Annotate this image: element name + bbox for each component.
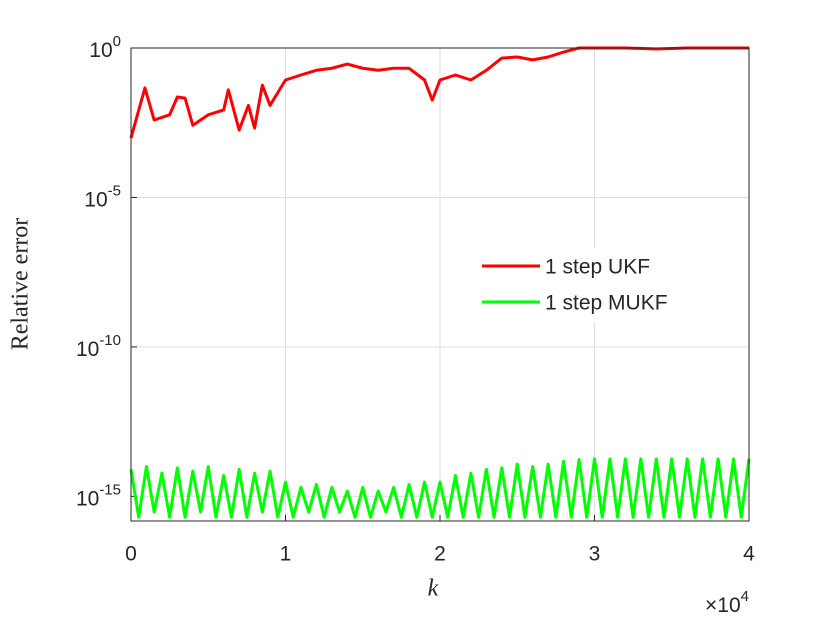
axes-box [130,47,750,522]
data-line [129,457,751,519]
x-axis-label: k [428,576,439,602]
x-exponent-label: ×104 [705,588,749,617]
data-line [129,46,749,139]
legend-box [475,248,727,322]
legend-label: 1 step UKF [545,256,650,279]
y-tick-label: 100 [89,33,121,62]
y-tick-label: 10-10 [76,332,121,361]
y-tick-label: 10-15 [76,481,121,510]
x-tick-label: 2 [434,543,446,566]
x-tick-label: 1 [280,543,292,566]
y-axis-label: Relative error [8,218,34,351]
y-tick-label: 10-5 [84,182,121,211]
legend-label: 1 step MUKF [545,292,668,315]
x-tick-label: 4 [743,543,755,566]
x-tick-label: 0 [125,543,137,566]
x-tick-label: 3 [589,543,601,566]
